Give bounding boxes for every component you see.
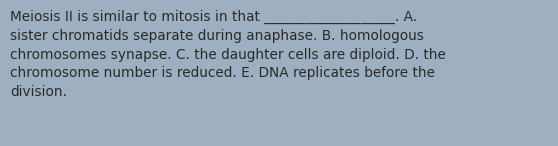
Text: Meiosis II is similar to mitosis in that ___________________. A.
sister chromati: Meiosis II is similar to mitosis in that…: [10, 10, 446, 99]
